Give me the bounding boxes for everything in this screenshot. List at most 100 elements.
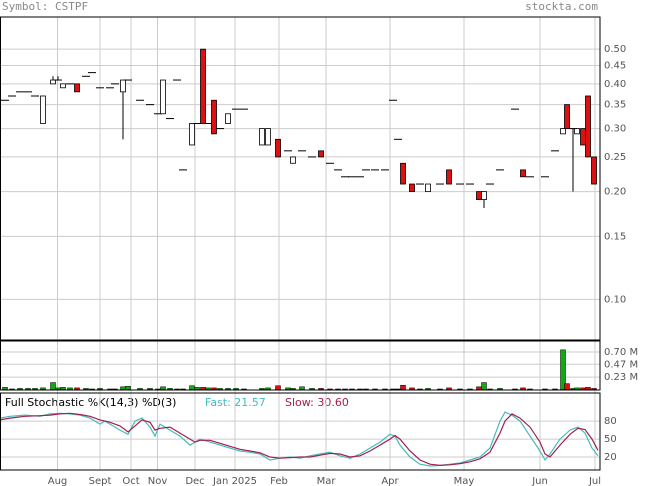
volume-bar xyxy=(225,388,231,390)
volume-bar xyxy=(67,387,73,390)
volume-bar xyxy=(417,388,423,390)
volume-bar xyxy=(265,387,271,390)
volume-bar xyxy=(290,388,296,390)
volume-bar xyxy=(89,388,95,390)
y-tick-label: 50 xyxy=(604,434,617,445)
candle-body xyxy=(50,79,56,85)
volume-bar xyxy=(425,388,431,390)
y-tick-label: 0.40 xyxy=(604,79,626,90)
candle-body xyxy=(160,79,166,115)
volume-bar xyxy=(9,388,15,390)
volume-bar xyxy=(437,388,443,390)
volume-bar xyxy=(512,388,518,390)
volume-bar xyxy=(395,388,401,390)
candle-body xyxy=(290,156,296,164)
volume-bar xyxy=(233,388,239,390)
x-tick-label: Sept xyxy=(89,476,112,486)
candle-body xyxy=(481,191,487,200)
volume-bar xyxy=(2,387,8,390)
volume-bar xyxy=(487,388,493,390)
volume-bar xyxy=(60,387,66,390)
volume-bar xyxy=(363,388,369,390)
x-tick-label: Oct xyxy=(122,476,139,486)
volume-bar xyxy=(25,388,31,390)
volume-bar xyxy=(357,388,363,390)
volume-bar xyxy=(446,387,452,390)
candle-body xyxy=(60,83,66,89)
volume-bar xyxy=(275,385,281,390)
y-tick-label: 0.30 xyxy=(604,124,626,135)
candle-body xyxy=(120,79,126,93)
volume-bar xyxy=(160,386,166,390)
volume-bar xyxy=(585,387,591,390)
panel-frame xyxy=(0,340,601,391)
candle-body xyxy=(74,83,80,93)
candle-body xyxy=(446,169,452,185)
candle-body xyxy=(275,138,281,158)
candle-body xyxy=(585,95,591,158)
volume-bar xyxy=(342,388,348,390)
candle-body xyxy=(40,95,46,124)
volume-bar xyxy=(409,387,415,390)
volume-bar xyxy=(481,382,487,390)
candle-body xyxy=(259,128,265,146)
candle-body xyxy=(225,113,231,124)
x-tick-label: Jun xyxy=(531,476,548,486)
y-tick-label: 0.70 M xyxy=(604,347,638,358)
volume-bar xyxy=(55,387,61,390)
y-tick-label: 0.45 xyxy=(604,61,626,72)
candle-body xyxy=(189,123,195,146)
volume-bar xyxy=(335,388,341,390)
volume-bar xyxy=(349,388,355,390)
volume-bar xyxy=(591,388,597,390)
y-tick-label: 0.47 M xyxy=(604,359,638,370)
panel-frame xyxy=(0,16,601,341)
volume-bar xyxy=(97,388,103,390)
volume-bar xyxy=(205,387,211,390)
candle-body xyxy=(564,104,570,129)
volume-bar xyxy=(527,388,533,390)
volume-bar xyxy=(40,387,46,390)
volume-bar xyxy=(167,388,173,390)
y-tick-label: 0.25 xyxy=(604,152,626,163)
x-tick-label: Jul xyxy=(588,476,601,486)
volume-bar xyxy=(120,386,126,390)
volume-bar xyxy=(112,388,118,390)
volume-bar xyxy=(147,388,153,390)
candle-body xyxy=(265,128,271,146)
volume-bar xyxy=(318,388,324,390)
volume-bar xyxy=(107,388,113,390)
candle-body xyxy=(574,128,580,135)
y-tick-label: 20 xyxy=(604,452,617,463)
volume-bar xyxy=(259,388,265,390)
volume-bar xyxy=(400,384,406,390)
y-tick-label: 0.35 xyxy=(604,100,626,111)
candle-body xyxy=(211,99,217,135)
volume-bar xyxy=(520,387,526,390)
volume-bar xyxy=(390,388,396,390)
volume-bar xyxy=(83,388,89,390)
volume-bar xyxy=(467,388,473,390)
y-tick-label: 80 xyxy=(604,416,617,427)
volume-bar xyxy=(580,387,586,390)
volume-bar xyxy=(457,388,463,390)
y-tick-label: 0.50 xyxy=(604,44,626,55)
candle-body xyxy=(580,128,586,146)
volume-bar xyxy=(155,388,161,390)
y-tick-label: 0.20 xyxy=(604,187,626,198)
volume-bar xyxy=(200,387,206,390)
slow-legend: Slow: 30.60 xyxy=(285,396,349,409)
x-tick-label: Mar xyxy=(317,476,337,486)
volume-bar xyxy=(194,387,200,390)
site-label: stockta.com xyxy=(525,0,598,13)
volume-bar xyxy=(137,388,143,390)
x-tick-label: Nov xyxy=(148,476,168,486)
candle-body xyxy=(400,162,406,185)
candle-body xyxy=(200,48,206,124)
volume-bar xyxy=(125,386,131,390)
volume-bar xyxy=(189,385,195,390)
panel-frame xyxy=(0,392,601,471)
volume-bar xyxy=(32,388,38,390)
candle-body xyxy=(520,169,526,178)
